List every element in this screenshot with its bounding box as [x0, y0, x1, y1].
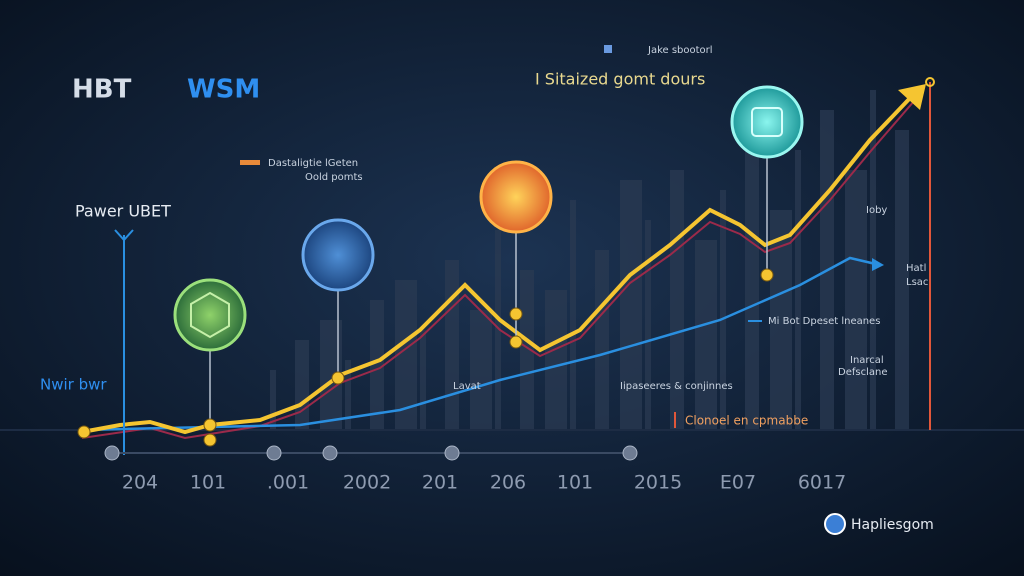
background-bar	[695, 240, 717, 430]
blue-line	[79, 256, 881, 432]
logo-left: HBT	[72, 75, 132, 105]
badge-blue	[301, 218, 375, 292]
axis-dots	[104, 445, 638, 461]
blue-note: Mi Bot Dpeset lneanes	[768, 316, 880, 327]
power-label: Pawer UBET	[75, 202, 171, 221]
x-label: 6017	[798, 472, 846, 494]
background-bar	[345, 360, 351, 430]
yellow-arrow	[898, 84, 926, 110]
background-bar	[520, 270, 534, 430]
background-bar	[370, 300, 384, 430]
point	[509, 307, 523, 321]
background-bar	[595, 250, 609, 430]
x-label: .001	[267, 472, 309, 494]
logo-right: WSM	[187, 75, 260, 105]
background-bar	[845, 170, 867, 430]
background-bar	[295, 340, 309, 430]
blue-legend	[748, 320, 762, 322]
axis-dot	[266, 445, 282, 461]
background-bar	[495, 230, 501, 430]
right-marker-tip	[925, 77, 935, 87]
axis-dot	[622, 445, 638, 461]
background-bar	[770, 210, 792, 430]
yellow-line	[81, 94, 914, 435]
red-line	[81, 99, 916, 440]
background-bar	[270, 370, 276, 430]
right-note: Inarcal	[850, 355, 884, 366]
right-note: Defsclane	[838, 367, 887, 378]
legend-swatch	[240, 160, 260, 165]
badge-orange	[479, 160, 553, 234]
background-bar	[620, 180, 642, 430]
subtitle: I Sitaized gomt dours	[535, 70, 705, 89]
x-label: 204	[122, 472, 158, 494]
footer: Hapliesgom	[851, 517, 934, 533]
badge-icon	[190, 291, 230, 339]
stems	[209, 157, 768, 425]
axis-dot	[444, 445, 460, 461]
badge-teal	[730, 85, 804, 159]
badge-note: Jake sbootorl	[647, 45, 713, 56]
background-bar	[795, 150, 801, 430]
x-label: 101	[190, 472, 226, 494]
x-label: 206	[490, 472, 526, 494]
background-bar	[745, 130, 759, 430]
mid-small: Lavat	[453, 381, 481, 392]
points	[77, 268, 774, 447]
right-note: Lsac	[906, 277, 928, 288]
background-bar	[445, 260, 459, 430]
background-bar	[420, 330, 426, 430]
background-bar	[470, 310, 492, 430]
mid-note: Iipaseeres & conjinnes	[620, 381, 733, 392]
background-bar	[545, 290, 567, 430]
point	[77, 425, 91, 439]
footer-icon	[824, 513, 846, 535]
x-label: 2002	[343, 472, 391, 494]
background-bar	[895, 130, 909, 430]
right-top: Ioby	[866, 205, 887, 216]
background-bar	[395, 280, 417, 430]
point	[331, 371, 345, 385]
x-labels: 204 101 .001 2002 201 206 101 2015 E07 6017	[122, 472, 846, 494]
background-bar	[570, 200, 576, 430]
orange-note: Clonoel en cpmabbe	[685, 414, 808, 428]
legend-line: Oold pomts	[305, 172, 363, 183]
point	[760, 268, 774, 282]
axis-dot	[322, 445, 338, 461]
note-icon	[604, 45, 612, 53]
legend-line: Dastaligtie lGeten	[268, 158, 358, 169]
x-label: 101	[557, 472, 593, 494]
background-bar	[320, 320, 342, 430]
badge-green	[173, 278, 247, 352]
point	[203, 433, 217, 447]
blue-arrow	[872, 258, 884, 271]
badge-icon	[751, 107, 783, 137]
right-note: Hatl	[906, 263, 926, 274]
point	[203, 418, 217, 432]
background-bar	[645, 220, 651, 430]
left-marker-tip	[114, 229, 134, 242]
background-bar	[720, 190, 726, 430]
x-label: 2015	[634, 472, 682, 494]
left-note: Nwir bwr	[40, 376, 107, 394]
point	[509, 335, 523, 349]
x-label: E07	[720, 472, 756, 494]
axis-dot	[104, 445, 120, 461]
x-label: 201	[422, 472, 458, 494]
